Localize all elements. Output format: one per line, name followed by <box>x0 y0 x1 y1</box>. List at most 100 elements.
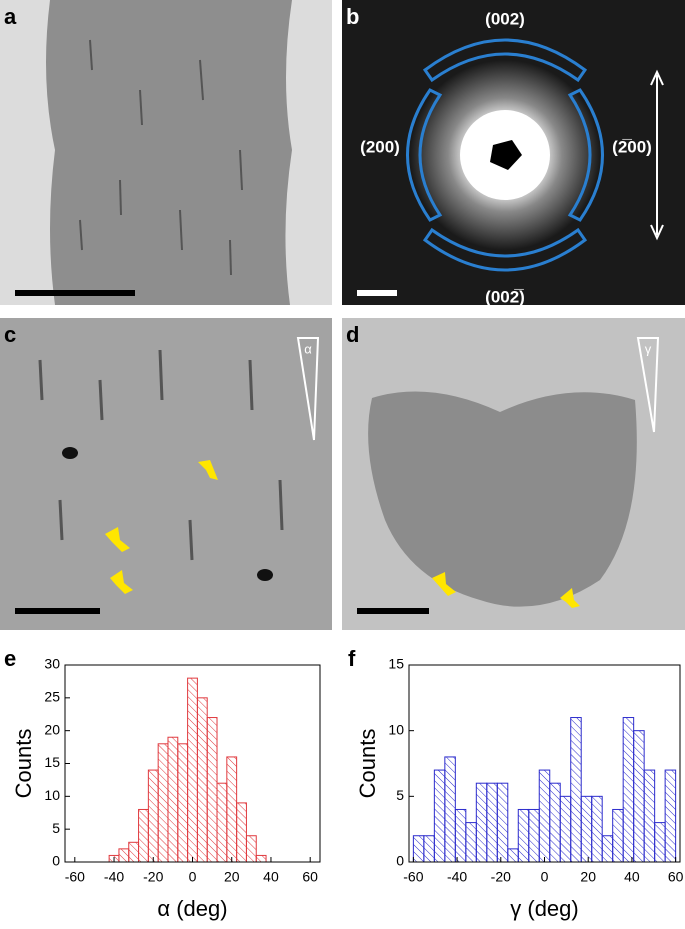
micrograph-a <box>46 0 292 305</box>
micrograph-d <box>368 391 637 607</box>
bar <box>245 835 257 863</box>
x-tick-label: 60 <box>302 869 318 885</box>
bar <box>496 782 509 863</box>
bar <box>118 848 130 863</box>
panel-label: f <box>348 646 356 671</box>
bar <box>570 717 582 863</box>
arrows <box>432 572 580 608</box>
arrow-heads <box>650 69 664 241</box>
x-tick-label: 20 <box>224 869 240 885</box>
angle-wedge <box>296 337 320 441</box>
x-tick-label: 0 <box>189 869 197 885</box>
arcs <box>406 38 604 272</box>
bar <box>622 717 635 863</box>
bar <box>528 808 540 863</box>
defects <box>38 349 284 561</box>
bar <box>538 769 551 863</box>
x-axis-label: γ (deg) <box>510 896 578 921</box>
x-tick-label: 40 <box>624 869 640 885</box>
bar <box>138 808 149 863</box>
y-tick-label: 5 <box>396 787 404 803</box>
bar <box>423 835 435 863</box>
scale-bar <box>15 608 100 614</box>
panel-label: b <box>346 4 359 29</box>
bar <box>549 782 561 863</box>
y-tick-label: 15 <box>44 754 60 770</box>
bar <box>255 854 267 863</box>
y-tick-label: 25 <box>44 689 60 705</box>
panel-label: a <box>4 4 17 29</box>
x-tick-label: 60 <box>668 869 684 885</box>
x-tick-label: 0 <box>541 869 549 885</box>
bar <box>580 795 593 863</box>
bar <box>412 835 425 863</box>
bar <box>167 736 179 863</box>
bar <box>433 769 446 863</box>
bar <box>591 795 603 863</box>
panel-label: e <box>4 646 16 671</box>
bar <box>643 769 656 863</box>
scale-bar <box>357 290 397 296</box>
x-tick-label: -60 <box>65 869 85 885</box>
bar <box>664 769 677 863</box>
bar <box>633 730 645 863</box>
x-tick-label: 40 <box>263 869 279 885</box>
y-tick-label: 15 <box>388 656 404 672</box>
x-tick-label: 20 <box>580 869 596 885</box>
bar <box>654 822 666 863</box>
bar <box>444 756 456 863</box>
y-tick-label: 0 <box>52 853 60 869</box>
angle-wedge <box>636 337 660 433</box>
y-tick-label: 10 <box>388 721 404 737</box>
diffraction-label: (002) <box>485 9 525 28</box>
x-tick-label: -40 <box>447 869 467 885</box>
x-tick-label: -20 <box>491 869 511 885</box>
y-tick-label: 30 <box>44 656 60 672</box>
beam-stop <box>490 140 522 170</box>
bar <box>177 743 189 863</box>
bar <box>507 848 519 863</box>
bar <box>612 808 624 863</box>
defects <box>79 39 243 276</box>
void <box>62 447 78 459</box>
bar <box>196 697 208 863</box>
bar <box>226 756 238 863</box>
y-tick-label: 5 <box>52 820 60 836</box>
diffraction-label: (2̅00) <box>612 137 652 156</box>
y-tick-label: 10 <box>44 787 60 803</box>
bar <box>187 677 198 863</box>
bar <box>486 782 498 863</box>
bar <box>475 782 488 863</box>
bar <box>517 808 530 863</box>
bar <box>216 782 228 863</box>
angle-label: α <box>304 341 312 356</box>
panel-label: c <box>4 322 16 347</box>
bar <box>601 835 614 863</box>
scale-bar <box>357 608 429 614</box>
diffraction-label: (200) <box>360 137 400 156</box>
arrows <box>105 460 218 594</box>
bar <box>454 808 467 863</box>
y-tick-label: 20 <box>44 721 60 737</box>
scale-bar <box>15 290 135 296</box>
micrograph-c <box>0 318 332 630</box>
angle-label: γ <box>645 341 652 356</box>
bar <box>559 795 572 863</box>
void <box>257 569 273 581</box>
panel-label: d <box>346 322 359 347</box>
y-tick-label: 0 <box>396 853 404 869</box>
bar <box>157 743 169 863</box>
x-tick-label: -60 <box>403 869 423 885</box>
x-axis-label: α (deg) <box>157 896 227 921</box>
bar <box>147 769 159 863</box>
bar <box>465 822 477 863</box>
x-tick-label: -40 <box>104 869 124 885</box>
y-axis-label: Counts <box>11 729 36 799</box>
diffraction-label: (002̅) <box>485 287 525 306</box>
x-tick-label: -20 <box>143 869 163 885</box>
bar <box>128 841 140 863</box>
bar <box>206 717 218 863</box>
y-axis-label: Counts <box>355 729 380 799</box>
bar <box>236 802 247 863</box>
